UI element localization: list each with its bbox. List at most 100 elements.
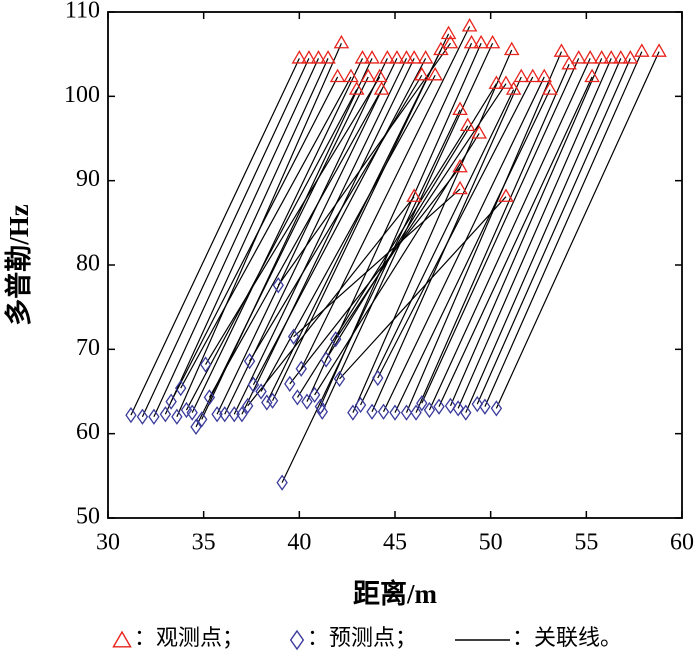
observed-point <box>301 50 317 64</box>
predicted-point <box>236 406 248 423</box>
association-line <box>153 58 320 418</box>
legend-label: ：观测点； <box>134 625 244 650</box>
association-line <box>272 33 450 402</box>
predicted-point <box>314 398 327 415</box>
association-line <box>170 76 339 402</box>
predicted-point <box>159 406 172 423</box>
y-tick-label: 60 <box>76 419 100 445</box>
x-tick-label: 55 <box>574 530 598 556</box>
observed-point <box>584 68 600 83</box>
predicted-point <box>444 397 457 414</box>
observed-point <box>498 188 514 202</box>
observed-point <box>513 68 530 83</box>
predicted-point <box>284 375 296 393</box>
predicted-point <box>329 331 342 348</box>
observed-point <box>570 50 587 64</box>
predicted-point <box>287 328 300 345</box>
predicted-point <box>186 404 198 421</box>
predicted-point <box>308 386 321 404</box>
association-line <box>293 188 461 338</box>
observed-point <box>373 81 390 95</box>
observed-point <box>333 34 350 49</box>
association-line <box>277 42 451 286</box>
predicted-point <box>255 383 267 400</box>
predicted-point <box>479 398 491 415</box>
observed-point <box>310 50 327 64</box>
y-tick-label: 50 <box>76 504 100 530</box>
observed-point <box>459 117 476 132</box>
association-line <box>339 196 507 380</box>
association-line <box>449 58 603 407</box>
observed-point <box>542 81 558 95</box>
association-line <box>394 89 551 413</box>
predicted-point <box>320 351 332 368</box>
association-line <box>208 89 383 398</box>
predicted-point <box>354 396 367 414</box>
predicted-point <box>211 406 223 423</box>
predicted-point <box>291 389 304 406</box>
association-line <box>495 51 660 409</box>
observed-point <box>484 34 501 49</box>
observed-point <box>343 68 359 83</box>
association-line <box>233 58 408 415</box>
observed-point <box>291 50 308 64</box>
observed-point <box>524 68 541 83</box>
observed-point <box>440 25 457 40</box>
predicted-point <box>490 400 503 417</box>
association-line <box>205 76 381 365</box>
predicted-point <box>199 356 212 373</box>
observed-point <box>379 50 396 64</box>
predicted-point <box>372 369 384 387</box>
predicted-point <box>165 393 177 410</box>
association-line <box>438 76 593 407</box>
predicted-point <box>196 411 208 428</box>
observed-point <box>354 50 371 64</box>
observed-point <box>414 66 430 81</box>
y-tick-label: 90 <box>76 166 100 192</box>
x-tick-label: 60 <box>670 530 694 556</box>
predicted-point <box>366 403 378 420</box>
predicted-point <box>243 353 256 370</box>
predicted-point <box>295 360 307 377</box>
predicted-point <box>272 277 284 294</box>
association-line <box>421 58 580 404</box>
y-tick-label: 80 <box>76 251 100 277</box>
predicted-point <box>333 370 346 387</box>
association-line <box>352 49 513 413</box>
predicted-point <box>433 398 445 415</box>
observed-point <box>461 18 478 32</box>
observed-point <box>398 50 415 64</box>
observed-point <box>503 41 520 56</box>
x-tick-label: 35 <box>192 530 216 556</box>
predicted-point <box>316 403 328 420</box>
observed-point <box>452 158 468 173</box>
observed-point <box>471 125 487 139</box>
observed-point <box>406 50 422 64</box>
association-line <box>476 58 631 405</box>
x-tick-label: 50 <box>479 530 503 556</box>
observed-point <box>433 41 449 56</box>
predicted-point <box>261 394 273 411</box>
x-tick-label: 40 <box>287 530 311 556</box>
association-line <box>191 58 364 413</box>
y-axis-title: 多普勒/Hz <box>3 204 34 326</box>
predicted-point <box>228 406 240 423</box>
observed-point <box>603 50 619 64</box>
association-line <box>300 26 471 369</box>
association-line <box>249 74 423 362</box>
association-line <box>360 89 515 406</box>
observed-point <box>452 180 468 195</box>
legend-marker <box>112 630 132 648</box>
plot-frame <box>107 11 683 519</box>
predicted-point <box>347 404 359 421</box>
association-line <box>195 76 369 428</box>
observed-point <box>442 34 459 49</box>
association-line <box>130 58 300 416</box>
predicted-point <box>247 376 260 393</box>
association-line <box>314 133 480 396</box>
predicted-point <box>241 397 254 414</box>
predicted-point <box>266 392 279 409</box>
predicted-point <box>410 404 422 421</box>
y-tick-label: 110 <box>65 0 100 24</box>
